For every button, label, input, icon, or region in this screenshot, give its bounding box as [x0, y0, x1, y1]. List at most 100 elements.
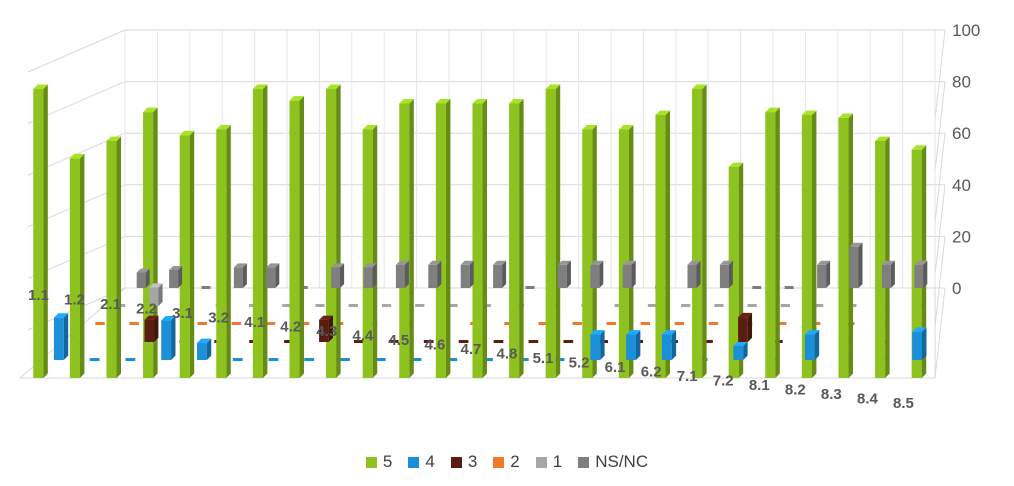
bar-face: [493, 264, 503, 288]
right-gridline: [934, 236, 946, 327]
bar-3-7.2: [738, 312, 753, 342]
x-tick-label: 3.1: [172, 305, 193, 322]
x-axis-ticks: 1.1 1.2 2.1 2.2 3.1 3.2 4.1 4.2 4.3 4.4 4.5 4.6 4.7 4…: [28, 287, 914, 412]
bar-top: [33, 84, 48, 90]
bar-NS/NC-6.2: [687, 260, 701, 288]
bar-5-1.1: [33, 84, 48, 378]
zero-marker: [375, 358, 386, 361]
bar-top: [149, 283, 163, 288]
bar-top: [363, 263, 377, 268]
bar-top: [252, 84, 268, 90]
bar-NS/NC-4.1: [331, 263, 345, 288]
bar-face: [582, 129, 593, 378]
bar-5-4.6: [435, 99, 451, 379]
bar-side: [628, 125, 634, 378]
bar-face: [460, 264, 470, 288]
bar-3-4.4: [388, 340, 399, 343]
zero-marker: [784, 286, 794, 289]
legend: 5 4 3 2 1 NS/NC: [0, 452, 1014, 472]
bar-2-5.1: [572, 322, 582, 325]
bar-face: [728, 167, 739, 378]
zero-marker: [197, 322, 207, 325]
zero-marker: [89, 358, 100, 361]
bar-2-4.8: [538, 322, 548, 325]
zero-marker: [348, 304, 358, 307]
bar-5-4.3: [326, 84, 341, 378]
legend-label: NS/NC: [595, 452, 649, 471]
bar-side: [814, 330, 820, 360]
bar-4-3.2: [232, 358, 243, 361]
zero-marker: [381, 304, 392, 307]
bar-face: [509, 103, 520, 378]
bar-face: [804, 334, 815, 360]
bar-2-4.1: [299, 322, 310, 325]
bar-side: [437, 260, 442, 288]
bar-1-8.1: [780, 304, 791, 307]
zero-marker: [747, 304, 757, 307]
bar-2-3.2: [265, 322, 276, 325]
bar-face: [472, 103, 483, 378]
bar-side: [340, 263, 345, 288]
bar-side: [275, 263, 280, 288]
zero-marker: [606, 322, 616, 325]
bar-side: [336, 84, 341, 378]
bar-5-6.2: [655, 110, 671, 379]
bar-side: [696, 260, 701, 288]
bar-NS/NC-5.2: [622, 260, 636, 288]
bar-side: [502, 260, 507, 288]
bar-top: [395, 260, 409, 265]
bar-top: [881, 260, 895, 265]
bar-4-6.1: [626, 330, 641, 360]
bar-3-4.2: [319, 315, 334, 342]
bar-top: [161, 316, 176, 321]
bar-top: [911, 145, 927, 150]
bar-face: [692, 89, 703, 378]
bar-side: [555, 84, 561, 378]
bar-face: [622, 264, 632, 288]
bar-face: [733, 345, 744, 360]
legend-item: 2: [493, 452, 520, 472]
bar-side: [775, 107, 780, 378]
x-tick-label: 7.1: [677, 368, 698, 385]
bar-side: [482, 99, 488, 379]
x-tick-label: 4.6: [424, 337, 445, 354]
bar-5-2.1: [106, 136, 122, 378]
x-tick-label: 6.2: [641, 364, 662, 381]
bar-NS/NC-5.1: [590, 260, 604, 288]
bar-NS/NC-7.1: [719, 260, 733, 288]
bar-face: [362, 129, 373, 378]
bar-face: [33, 89, 44, 378]
bar-5-4.7: [472, 99, 488, 379]
bar-top: [399, 99, 414, 104]
bar-side: [592, 125, 597, 378]
bar-4-7.2: [733, 341, 748, 360]
bar-face: [326, 89, 337, 378]
bar-top: [331, 263, 345, 268]
legend-swatch: [408, 456, 420, 468]
bar-side: [635, 330, 641, 360]
zero-marker: [411, 358, 422, 361]
bar-5-8.4: [875, 136, 890, 378]
bar-5-4.1: [252, 84, 268, 378]
bar-top: [136, 268, 150, 273]
bar-side: [262, 84, 268, 378]
bar-face: [618, 129, 629, 378]
bar-top: [912, 327, 927, 332]
bar-4-1.2: [89, 358, 100, 361]
bar-side: [116, 136, 122, 378]
bar-1-7.1: [714, 304, 724, 307]
bar-top: [618, 125, 634, 130]
zero-marker: [284, 340, 294, 343]
legend-swatch: [493, 456, 505, 468]
bar-top: [362, 125, 378, 130]
x-tick-label: 5.1: [533, 350, 554, 367]
bar-side: [728, 260, 733, 288]
bar-side: [372, 125, 378, 378]
bar-top: [817, 260, 831, 265]
zero-marker: [703, 340, 713, 343]
bar-side: [858, 242, 863, 288]
bar-face: [849, 246, 859, 288]
bar-face: [817, 264, 827, 288]
bar-face: [161, 320, 172, 360]
bar-top: [428, 260, 442, 265]
